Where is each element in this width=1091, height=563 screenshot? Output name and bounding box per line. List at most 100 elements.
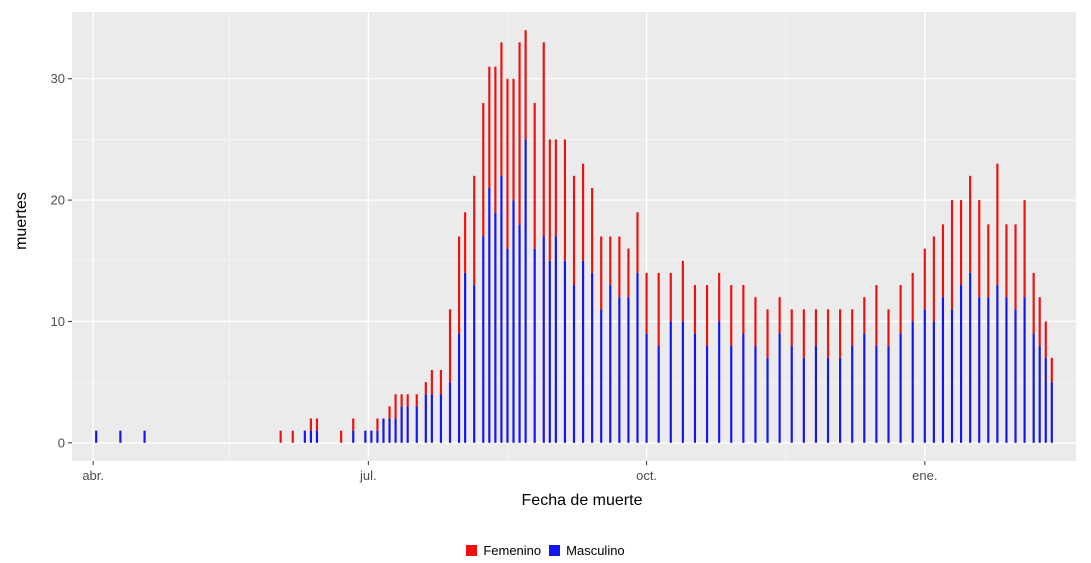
bar-masculino <box>382 418 385 443</box>
bar-masculino <box>591 272 594 443</box>
bar-masculino <box>657 345 660 443</box>
legend-item-masculino: Masculino <box>549 543 625 558</box>
bar-femenino <box>718 272 721 322</box>
bar-femenino <box>279 430 282 443</box>
bar-femenino <box>473 175 476 286</box>
y-tick-label: 20 <box>51 193 65 208</box>
bar-femenino <box>959 200 963 286</box>
bar-femenino <box>669 272 672 322</box>
bar-masculino <box>950 309 954 443</box>
bar-femenino <box>340 430 343 443</box>
bar-masculino <box>766 357 769 443</box>
bar-femenino <box>978 200 981 298</box>
bar-masculino <box>315 430 319 443</box>
bar-masculino <box>923 309 926 443</box>
bar-masculino <box>394 418 397 443</box>
bar-masculino <box>1023 297 1026 443</box>
bar-femenino <box>524 30 527 140</box>
bar-femenino <box>448 309 452 383</box>
bar-masculino <box>996 285 999 443</box>
bar-femenino <box>742 285 745 334</box>
bar-masculino <box>681 321 684 443</box>
bar-masculino <box>376 430 379 443</box>
bar-femenino <box>693 285 697 334</box>
bar-masculino <box>548 260 551 443</box>
bar-femenino <box>572 175 576 286</box>
bar-masculino <box>1050 382 1053 443</box>
bar-femenino <box>518 42 521 225</box>
bar-masculino <box>95 430 98 443</box>
bar-femenino <box>500 42 503 176</box>
bar-masculino <box>863 333 866 443</box>
bar-femenino <box>645 272 648 334</box>
bar-femenino <box>406 394 409 407</box>
bar-masculino <box>1044 357 1047 443</box>
bar-femenino <box>512 78 515 201</box>
bar-masculino <box>875 345 878 443</box>
bar-femenino <box>766 309 769 358</box>
y-tick-label: 30 <box>51 71 65 86</box>
bar-femenino <box>790 309 793 346</box>
x-tick-label: ene. <box>912 468 937 483</box>
bar-masculino <box>352 430 355 443</box>
bar-masculino <box>554 236 557 443</box>
bar-femenino <box>941 224 945 298</box>
bar-femenino <box>899 285 902 334</box>
x-axis-title: Fecha de muerte <box>522 492 643 509</box>
bar-femenino <box>600 236 603 310</box>
bar-femenino <box>1005 224 1008 298</box>
bar-masculino <box>473 285 476 443</box>
bar-femenino <box>1023 200 1026 298</box>
bar-masculino <box>406 406 409 443</box>
bar-masculino <box>533 248 536 443</box>
bar-masculino <box>742 333 745 443</box>
bar-masculino <box>987 297 990 443</box>
bar-femenino <box>863 297 866 334</box>
bar-masculino <box>814 345 818 443</box>
bar-masculino <box>941 297 945 443</box>
bar-femenino <box>705 285 709 346</box>
bar-masculino <box>669 321 672 443</box>
bar-femenino <box>488 66 491 188</box>
bar-femenino <box>309 418 312 431</box>
bar-femenino <box>394 394 397 419</box>
bar-femenino <box>563 139 567 261</box>
bar-femenino <box>969 175 972 273</box>
bar-masculino <box>1038 345 1041 443</box>
bar-masculino <box>542 236 545 443</box>
y-axis-title: muertes <box>13 192 30 250</box>
legend: Femenino Masculino <box>0 543 1091 558</box>
bar-masculino <box>512 200 515 443</box>
bar-femenino <box>430 369 433 395</box>
bar-femenino <box>1050 357 1053 383</box>
bar-femenino <box>506 78 509 249</box>
bar-femenino <box>424 382 427 395</box>
bar-femenino <box>457 236 461 334</box>
bar-masculino <box>488 187 491 443</box>
bar-femenino <box>887 309 890 346</box>
bar-masculino <box>581 260 585 443</box>
bar-masculino <box>851 345 854 443</box>
bar-femenino <box>1032 272 1035 334</box>
bar-femenino <box>542 42 545 237</box>
bar-femenino <box>618 236 621 298</box>
bar-masculino <box>618 297 621 443</box>
bar-masculino <box>1005 297 1008 443</box>
bar-femenino <box>482 103 485 237</box>
bar-femenino <box>814 309 818 346</box>
bar-femenino <box>839 309 842 358</box>
bar-masculino <box>899 333 902 443</box>
bar-femenino <box>754 297 757 346</box>
bar-femenino <box>851 309 854 346</box>
bar-femenino <box>609 236 612 286</box>
bar-masculino <box>978 297 981 443</box>
bar-femenino <box>923 248 926 310</box>
bar-femenino <box>464 212 467 273</box>
bar-masculino <box>705 345 709 443</box>
bar-masculino <box>959 285 963 443</box>
bar-masculino <box>718 321 721 443</box>
bar-femenino <box>439 369 443 395</box>
bar-masculino <box>457 333 461 443</box>
bar-masculino <box>439 394 443 443</box>
bar-masculino <box>303 430 306 443</box>
